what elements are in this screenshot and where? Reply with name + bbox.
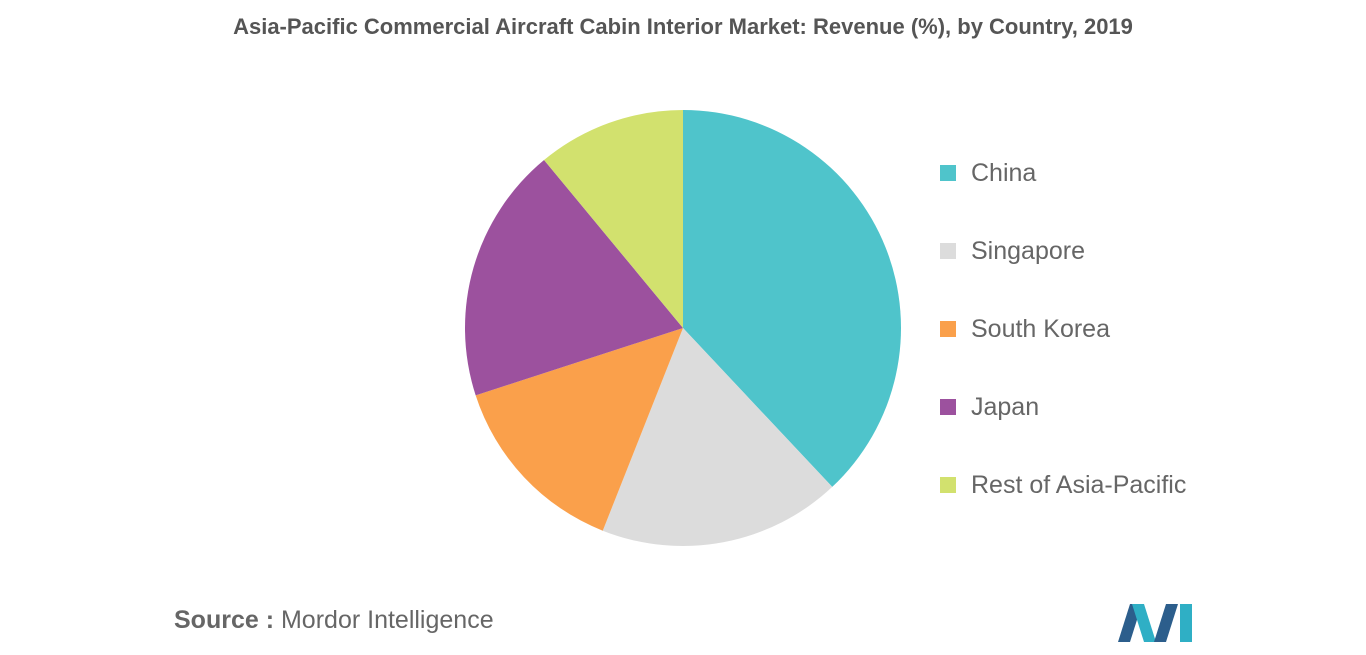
legend-item-singapore: Singapore xyxy=(940,232,1186,270)
legend-swatch-singapore xyxy=(940,243,956,259)
legend-swatch-china xyxy=(940,165,956,181)
legend-swatch-south-korea xyxy=(940,321,956,337)
legend-item-south-korea: South Korea xyxy=(940,310,1186,348)
legend-label-china: China xyxy=(971,158,1037,187)
legend-item-rest-of-asia-pacific: Rest of Asia-Pacific xyxy=(940,466,1186,504)
legend-label-south-korea: South Korea xyxy=(971,314,1110,343)
legend-label-singapore: Singapore xyxy=(971,236,1085,265)
pie-slice-south-korea xyxy=(475,328,683,531)
pie-slice-china xyxy=(683,110,901,487)
legend-swatch-japan xyxy=(940,399,956,415)
pie-slice-rest-of-asia-pacific xyxy=(544,110,683,328)
pie-slices xyxy=(465,110,901,546)
chart-legend: China Singapore South Korea Japan Rest of As… xyxy=(940,154,1186,544)
source-name: Mordor Intelligence xyxy=(280,606,494,634)
mordor-intelligence-logo xyxy=(1118,604,1192,642)
source-prefix: Source : xyxy=(174,606,275,634)
legend-item-japan: Japan xyxy=(940,388,1186,426)
legend-label-rest-of-asia-pacific: Rest of Asia-Pacific xyxy=(971,470,1187,499)
pie-slice-singapore xyxy=(602,328,833,546)
legend-label-japan: Japan xyxy=(971,392,1040,421)
pie-slice-japan xyxy=(465,160,683,396)
legend-item-china: China xyxy=(940,154,1186,192)
source-note: Source : Mordor Intelligence xyxy=(174,606,494,635)
chart-title: Asia-Pacific Commercial Aircraft Cabin I… xyxy=(233,14,1133,39)
legend-swatch-rest-of-asia-pacific xyxy=(940,477,956,493)
